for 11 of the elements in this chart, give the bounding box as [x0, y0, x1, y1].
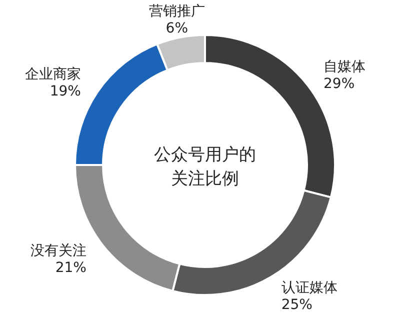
- slice-label: 自媒体: [324, 59, 366, 76]
- data-label: 6%: [166, 20, 188, 37]
- data-label: 21%: [55, 260, 86, 276]
- slice-label: 认证媒体: [281, 280, 338, 296]
- data-label: 25%: [281, 297, 312, 314]
- slice-label: 企业商家: [24, 66, 81, 83]
- text: 公众号用户的关注比例: [154, 145, 256, 189]
- slice-label: 营销推广: [148, 4, 205, 20]
- slice-label: 没有关注: [30, 242, 86, 259]
- data-label: 19%: [50, 84, 81, 100]
- data-label: 29%: [324, 76, 355, 92]
